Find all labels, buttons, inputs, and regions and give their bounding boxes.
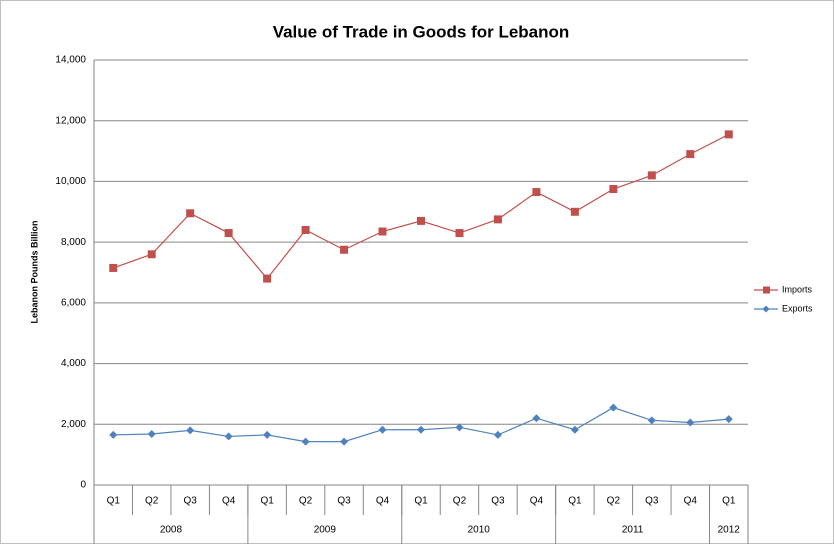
y-tick-label: 12,000 <box>55 115 86 126</box>
legend-label: Imports <box>782 284 813 294</box>
marker <box>378 425 387 434</box>
x-group-label: 2011 <box>622 525 644 536</box>
y-tick-label: 4,000 <box>61 358 86 369</box>
marker <box>532 414 541 423</box>
marker <box>224 229 233 238</box>
marker <box>109 263 118 272</box>
marker <box>224 432 233 441</box>
marker <box>686 150 695 159</box>
marker <box>147 430 156 438</box>
x-tick-label: Q1 <box>722 496 736 507</box>
x-group-label: 2008 <box>160 525 183 536</box>
marker <box>417 216 425 225</box>
marker <box>340 245 349 254</box>
x-tick-label: Q2 <box>299 496 313 507</box>
marker <box>263 274 272 283</box>
chart-title: Value of Trade in Goods for Lebanon <box>273 22 570 41</box>
x-tick-label: Q1 <box>107 496 121 507</box>
marker <box>647 171 656 180</box>
marker <box>724 415 733 424</box>
marker <box>109 430 118 439</box>
legend-marker <box>763 286 770 294</box>
marker <box>609 185 618 194</box>
x-tick-label: Q1 <box>260 496 274 507</box>
marker <box>186 426 195 435</box>
y-tick-label: 10,000 <box>55 176 86 187</box>
x-group-label: 2012 <box>718 525 741 536</box>
y-tick-label: 6,000 <box>61 297 86 308</box>
x-tick-label: Q4 <box>530 496 544 507</box>
legend-marker <box>762 305 770 313</box>
x-tick-label: Q2 <box>453 496 467 507</box>
marker <box>147 250 156 259</box>
x-tick-label: Q2 <box>145 496 159 507</box>
marker <box>263 430 272 439</box>
y-tick-label: 2,000 <box>61 419 86 430</box>
marker <box>686 418 695 427</box>
x-group-label: 2010 <box>468 525 491 536</box>
x-tick-label: Q4 <box>684 496 698 507</box>
marker <box>340 437 349 446</box>
x-tick-label: Q4 <box>222 496 236 507</box>
marker <box>186 209 195 218</box>
marker <box>532 188 541 197</box>
x-tick-label: Q3 <box>184 496 198 507</box>
marker <box>570 207 579 216</box>
x-tick-label: Q4 <box>376 496 390 507</box>
marker <box>724 130 733 139</box>
marker <box>301 437 310 446</box>
x-tick-label: Q1 <box>568 496 582 507</box>
y-tick-label: 8,000 <box>61 237 86 248</box>
x-tick-label: Q3 <box>491 496 505 507</box>
marker <box>417 425 425 434</box>
x-tick-label: Q3 <box>645 496 659 507</box>
legend-label: Exports <box>782 303 813 313</box>
x-tick-label: Q3 <box>337 496 351 507</box>
x-tick-label: Q1 <box>414 496 428 507</box>
marker <box>647 416 656 425</box>
marker <box>378 227 387 236</box>
marker <box>493 430 502 439</box>
marker <box>493 215 502 224</box>
y-tick-label: 14,000 <box>55 55 86 66</box>
x-group-label: 2009 <box>314 525 337 536</box>
y-tick-label: 0 <box>80 480 86 491</box>
marker <box>609 403 618 412</box>
marker <box>455 423 464 432</box>
x-tick-label: Q2 <box>607 496 621 507</box>
marker <box>455 229 464 238</box>
marker <box>570 425 579 434</box>
y-axis-label: Lebanon Pounds Billion <box>29 221 39 324</box>
marker <box>301 226 310 234</box>
